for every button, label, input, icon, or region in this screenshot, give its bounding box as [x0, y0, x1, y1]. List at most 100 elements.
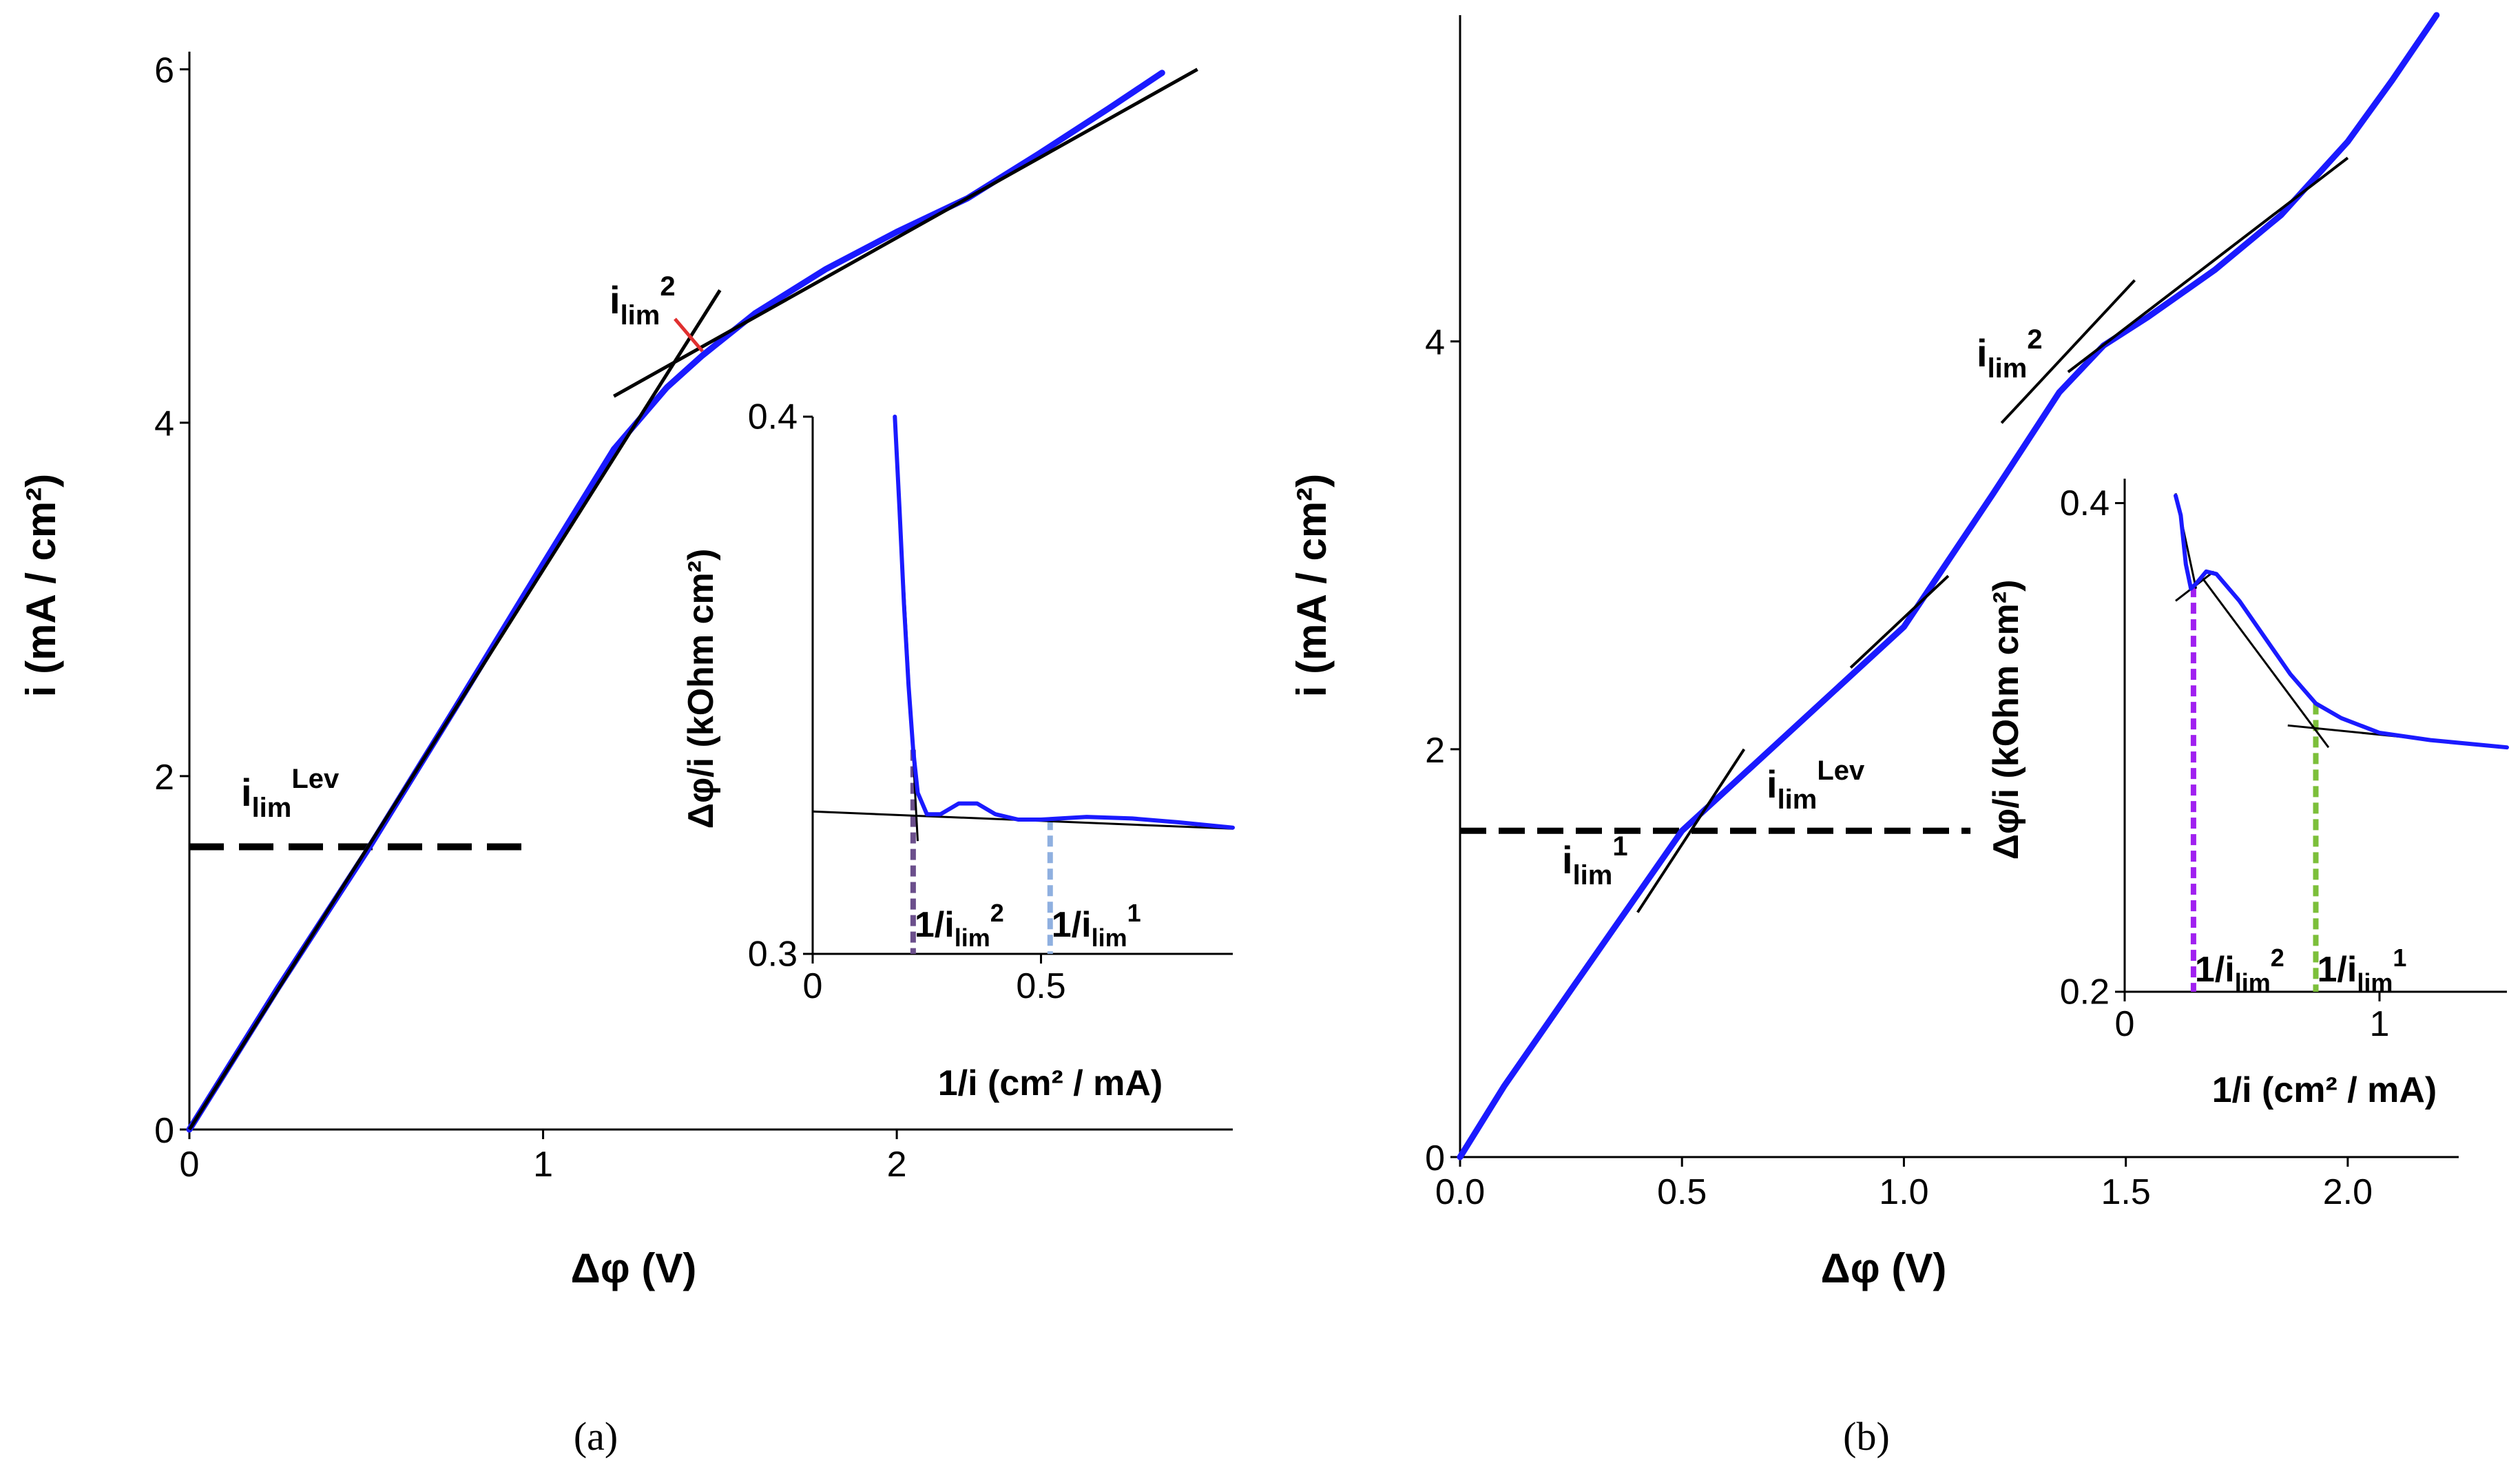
panel-b-inset-axes: 0 1 0.2 0.4	[2060, 479, 2507, 1044]
ann-sup: 1	[1612, 831, 1627, 862]
marker-label-sup: 2	[2271, 944, 2284, 972]
fit-line	[613, 67, 1198, 398]
panel-a-axes: 0 1 2 0 2 4 6	[154, 51, 1233, 1185]
fit-line	[2000, 279, 2136, 424]
svg-text:ilim2: ilim2	[610, 271, 676, 331]
panel-b-inset-xlabel: 1/i (cm² / mA)	[2212, 1070, 2437, 1110]
ann-base: i	[1767, 762, 1778, 806]
ann-sup: Lev	[291, 764, 340, 794]
y-tick-label: 0	[1425, 1138, 1445, 1178]
caption-b: (b)	[1843, 1414, 1890, 1459]
panel-b-inset-markers: 1/ilim2 1/ilim1	[2190, 586, 2407, 997]
y-tick-label: 0.4	[748, 397, 798, 437]
panel-b-axes: 0.0 0.5 1.0 1.5 2.0 0 2 4	[1425, 15, 2459, 1212]
panel-a-inset-axes: 0 0.5 0.3 0.4	[748, 397, 1233, 1006]
fit-line	[2067, 156, 2349, 373]
x-tick-label: 1.0	[1879, 1172, 1928, 1212]
y-tick-label: 0.2	[2060, 972, 2110, 1012]
panel-a-inset-xlabel: 1/i (cm² / mA)	[938, 1063, 1163, 1103]
ann-sub: lim	[1778, 784, 1818, 815]
marker-label-pre: 1/i	[1052, 905, 1092, 945]
panel-a-red-marker	[674, 318, 704, 353]
x-tick-label: 0.5	[1657, 1172, 1707, 1212]
x-tick-label: 0.5	[1016, 966, 1065, 1006]
panel-b-inset: 0 10.20.4 1/ilim2 1/ilim1 1/i (cm² / mA) Δ…	[1986, 479, 2509, 1110]
panel-a-fit-lines	[187, 67, 1198, 1131]
panel-b-annotation-lev: ilimLev	[1767, 756, 1865, 815]
marker-label-sup: 1	[2393, 944, 2406, 972]
panel-b-ylabel: i (mA / cm²)	[1289, 474, 1335, 697]
fit-line	[187, 289, 722, 1131]
series-line	[1457, 12, 2440, 1160]
marker-label: 1/ilim2	[2195, 944, 2284, 997]
y-tick-label: 4	[154, 404, 174, 444]
panel-a-annotation-lim2: ilim2	[610, 271, 676, 331]
series-line	[893, 415, 1235, 830]
panel-b-fit-lines	[1636, 156, 2349, 913]
marker-label-pre: 1/i	[915, 905, 955, 945]
panel-a-inset-markers: 1/ilim2 1/ilim1	[910, 749, 1141, 954]
x-tick-label: 0	[2115, 1004, 2135, 1044]
ann-base: i	[610, 278, 621, 322]
panel-a-inset-fit-lines	[812, 416, 1233, 842]
panel-a-inset-ylabel: Δφ/i (kOhm cm²)	[681, 549, 721, 829]
ann-sup: 2	[660, 271, 675, 302]
ann-sup: 2	[2027, 324, 2042, 355]
ann-sub: lim	[1988, 353, 2028, 384]
ann-sub: lim	[252, 793, 292, 823]
marker-label: 1/ilim1	[1052, 899, 1141, 952]
x-tick-label: 0	[803, 966, 823, 1006]
panel-b: 0.0 0.5 1.0 1.5 2.0 0 2 4 Δφ (V) i (mA / cm²) i…	[1289, 12, 2509, 1291]
panel-b-inset-ylabel: Δφ/i (kOhm cm²)	[1986, 580, 2026, 860]
x-tick-label: 0	[180, 1145, 200, 1185]
marker-label-sub: lim	[2357, 968, 2393, 997]
ann-base: i	[1562, 838, 1573, 882]
marker-label: 1/ilim2	[915, 899, 1004, 952]
ann-base: i	[1977, 331, 1988, 375]
x-tick-label: 2.0	[2323, 1172, 2373, 1212]
ann-base: i	[241, 771, 252, 814]
marker-label-sup: 2	[990, 899, 1004, 927]
marker-label: 1/ilim1	[2318, 944, 2407, 997]
x-tick-label: 1	[2370, 1004, 2390, 1044]
marker-label-pre: 1/i	[2318, 950, 2357, 990]
x-tick-label: 0.0	[1435, 1172, 1485, 1212]
panel-b-xlabel: Δφ (V)	[1821, 1245, 1947, 1291]
panel-b-inset-series	[2174, 493, 2509, 750]
svg-text:ilimLev: ilimLev	[241, 764, 340, 823]
panel-a-ylabel: i (mA / cm²)	[18, 474, 64, 697]
panel-b-inset-fit-lines	[2174, 492, 2508, 749]
ann-sub: lim	[1573, 860, 1613, 891]
series-line	[2174, 493, 2509, 750]
y-tick-label: 2	[1425, 731, 1445, 771]
fit-line	[1849, 574, 1950, 669]
y-tick-label: 0.3	[748, 935, 798, 975]
svg-text:ilimLev: ilimLev	[1767, 756, 1865, 815]
ann-sup: Lev	[1817, 756, 1865, 786]
panel-a-annotation-lev: ilimLev	[241, 764, 340, 823]
marker-label-sub: lim	[955, 924, 990, 952]
y-tick-label: 2	[154, 758, 174, 798]
panel-b-annotation-lim2: ilim2	[1977, 324, 2043, 384]
fit-line	[1636, 748, 1746, 913]
y-tick-label: 0.4	[2060, 483, 2110, 523]
fit-line	[2200, 576, 2330, 749]
marker-label-pre: 1/i	[2195, 950, 2235, 990]
x-tick-label: 1.5	[2101, 1172, 2151, 1212]
i-lim-2-red-tick	[674, 318, 704, 353]
y-tick-label: 6	[154, 51, 174, 91]
panel-a-xlabel: Δφ (V)	[571, 1245, 697, 1291]
x-tick-label: 2	[887, 1145, 907, 1185]
y-tick-label: 4	[1425, 323, 1445, 363]
x-tick-label: 1	[533, 1145, 553, 1185]
panel-b-annotation-lim1: ilim1	[1562, 831, 1628, 891]
marker-label-sub: lim	[1092, 924, 1127, 952]
panel-a-inset: 0 0.50.30.4 1/ilim2 1/ilim1 1/i (cm² / mA)…	[681, 397, 1235, 1103]
marker-label-sub: lim	[2235, 968, 2271, 997]
panel-a-inset-series	[893, 415, 1235, 830]
ann-sub: lim	[621, 300, 660, 331]
panel-b-series	[1457, 12, 2440, 1160]
svg-text:ilim2: ilim2	[1977, 324, 2043, 384]
